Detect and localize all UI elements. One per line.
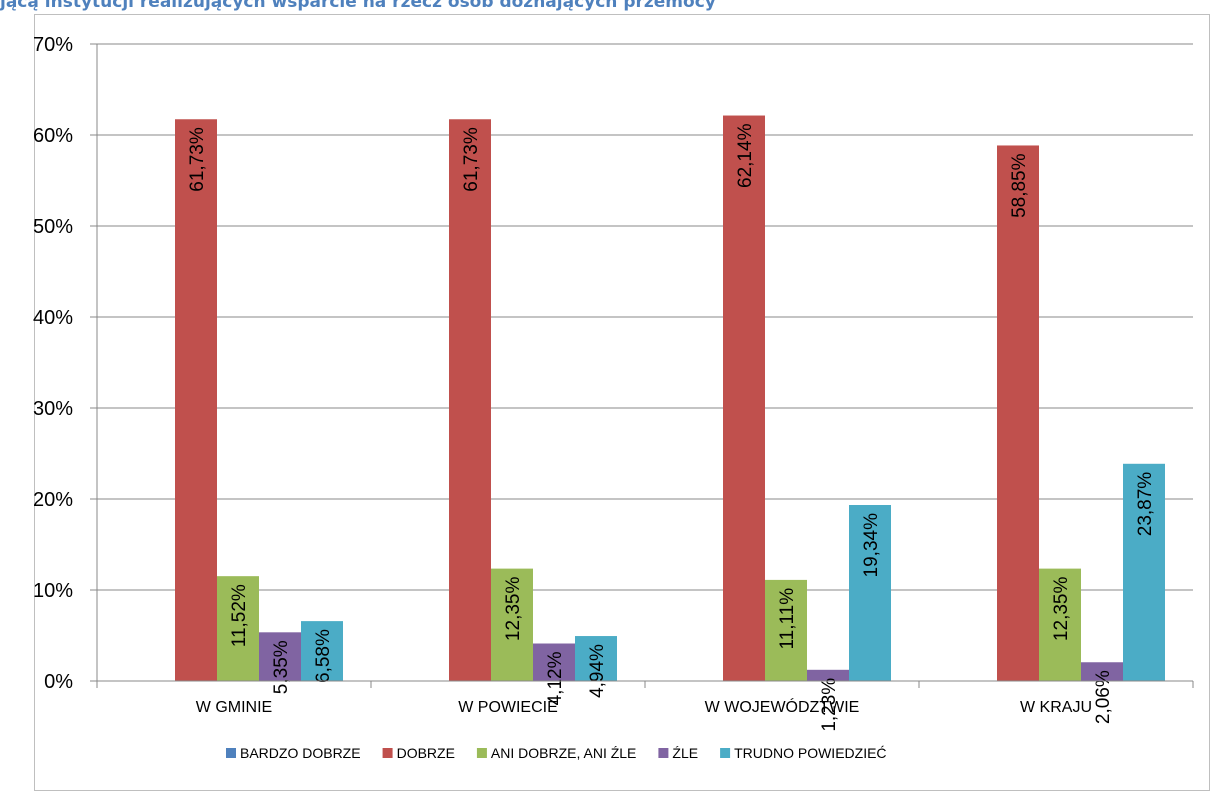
data-label: 19,34% bbox=[861, 513, 882, 578]
legend-label: TRUDNO POWIEDZIEĆ bbox=[734, 745, 886, 761]
y-tick-label: 50% bbox=[33, 216, 73, 238]
bar bbox=[765, 579, 807, 681]
x-category-label: W WOJEWÓDZTWIE bbox=[705, 697, 860, 716]
legend-label: ANI DOBRZE, ANI ŹLE bbox=[491, 745, 636, 761]
x-category-label: W POWIECIE bbox=[458, 699, 558, 716]
data-labels: 61,73% 11,52% 5,35% 6,58% 61,73% 12,35% 4,12% 4… bbox=[187, 123, 1156, 731]
y-tick-label: 0% bbox=[44, 671, 73, 693]
chart-caption: jącą instytucji realizujących wsparcie n… bbox=[0, 0, 716, 12]
y-tick-label: 20% bbox=[33, 489, 73, 511]
bar bbox=[997, 145, 1039, 682]
data-label: 4,12% bbox=[545, 651, 566, 705]
data-label: 11,52% bbox=[229, 584, 250, 647]
legend: BARDZO DOBRZE DOBRZE ANI DOBRZE, ANI ŹLE ŹL… bbox=[226, 745, 887, 761]
x-category-label: W KRAJU bbox=[1020, 699, 1092, 716]
data-label: 4,94% bbox=[587, 644, 608, 698]
x-category-label: W GMINIE bbox=[196, 699, 272, 716]
legend-swatch bbox=[658, 748, 669, 758]
data-label: 6,58% bbox=[313, 629, 334, 683]
y-tick-label: 70% bbox=[33, 34, 73, 56]
bar bbox=[849, 505, 891, 681]
bar bbox=[575, 636, 617, 681]
bar bbox=[491, 568, 533, 681]
bar bbox=[807, 669, 849, 681]
data-label: 23,87% bbox=[1135, 472, 1156, 537]
legend-swatch bbox=[476, 748, 487, 758]
bar bbox=[1081, 662, 1123, 681]
bar bbox=[217, 576, 259, 681]
legend-swatch bbox=[720, 748, 731, 758]
y-tick-label: 40% bbox=[33, 307, 73, 329]
gridlines bbox=[97, 43, 1193, 591]
data-label: 5,35% bbox=[271, 640, 292, 694]
data-label: 58,85% bbox=[1009, 153, 1030, 218]
bar bbox=[723, 115, 765, 681]
data-label: 1,23% bbox=[819, 678, 840, 732]
bar bbox=[301, 621, 343, 681]
bar bbox=[1123, 463, 1165, 681]
data-label: 2,06% bbox=[1093, 670, 1114, 724]
bar bbox=[1039, 568, 1081, 681]
data-label: 11,11% bbox=[777, 588, 798, 650]
legend-swatch bbox=[226, 748, 236, 758]
data-label: 61,73% bbox=[461, 127, 482, 192]
bar bbox=[259, 632, 301, 681]
y-tick-label: 10% bbox=[33, 580, 73, 602]
y-tick-label: 60% bbox=[33, 125, 73, 147]
data-label: 12,35% bbox=[1051, 577, 1072, 642]
bars bbox=[175, 115, 1165, 682]
bar bbox=[533, 643, 575, 681]
bar bbox=[175, 119, 217, 681]
y-tick-label: 30% bbox=[33, 398, 73, 420]
legend-label: DOBRZE bbox=[397, 745, 455, 761]
legend-label: BARDZO DOBRZE bbox=[240, 745, 361, 761]
axes: 0% 10% 20% 30% 40% 50% 60% 70% W GMINIE W POWIECI… bbox=[33, 34, 1194, 716]
chart-frame bbox=[34, 14, 1210, 791]
bar bbox=[449, 119, 491, 681]
data-label: 61,73% bbox=[187, 127, 208, 192]
legend-label: ŹLE bbox=[672, 745, 698, 761]
data-label: 62,14% bbox=[735, 123, 756, 188]
data-label: 12,35% bbox=[503, 577, 524, 642]
legend-swatch bbox=[382, 748, 393, 758]
